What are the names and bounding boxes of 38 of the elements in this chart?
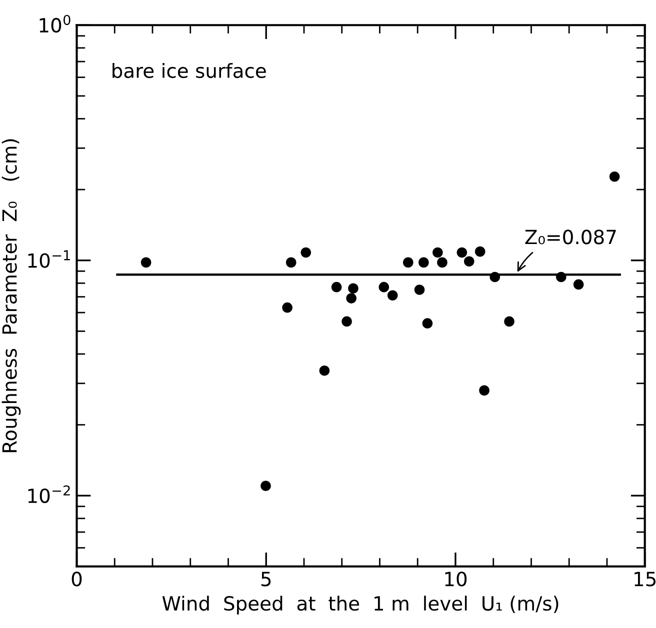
point — [282, 302, 292, 313]
x-tick-label: 5 — [261, 572, 271, 586]
x-tick-label: 10 — [445, 572, 467, 586]
x-tick-label: 0 — [72, 572, 82, 586]
point — [556, 272, 566, 282]
annotation: Z₀=0.087 — [525, 230, 616, 244]
y-tick-label: 10$^{−1}$ — [28, 250, 70, 268]
point — [402, 257, 414, 268]
point — [418, 257, 429, 268]
point — [342, 316, 352, 327]
point — [348, 283, 358, 294]
point — [260, 480, 271, 492]
point — [504, 316, 514, 327]
point — [437, 257, 448, 268]
point — [479, 385, 490, 396]
y-tick-label: 10$^{−2}$ — [28, 485, 70, 504]
point — [387, 290, 398, 301]
point — [422, 318, 433, 328]
point — [346, 293, 356, 304]
point — [464, 256, 474, 267]
y-axis-title: Roughness Parameter Z₀ (cm) — [2, 139, 21, 452]
point — [490, 272, 500, 282]
point — [286, 257, 296, 268]
point — [331, 282, 342, 292]
point — [609, 171, 620, 182]
point — [456, 247, 468, 258]
point — [378, 282, 390, 292]
x-tick-label: 15 — [634, 572, 656, 586]
point — [140, 257, 152, 268]
annotation: bare ice surface — [112, 63, 266, 78]
point — [573, 279, 584, 290]
point — [414, 284, 425, 295]
point — [474, 246, 486, 257]
x-axis-title: Wind Speed at the 1 m level U₁ (m/s) — [162, 596, 558, 615]
point — [432, 247, 443, 258]
y-tick-label: 10$^{0}$ — [40, 14, 70, 33]
point — [300, 247, 312, 258]
point — [319, 365, 330, 376]
